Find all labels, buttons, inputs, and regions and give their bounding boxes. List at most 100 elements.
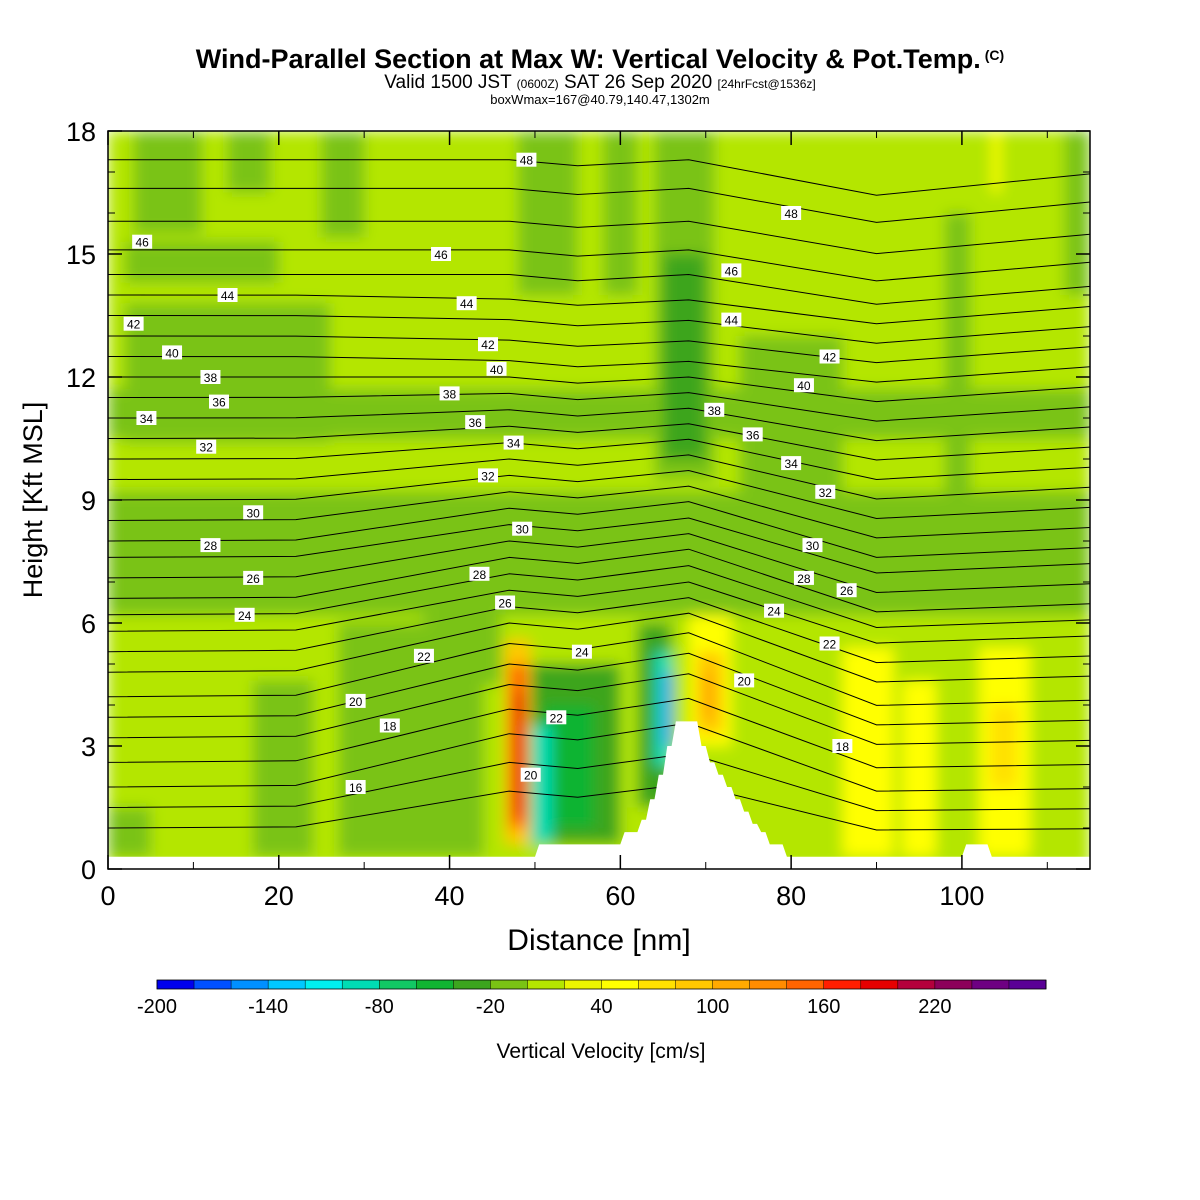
y-tick-label: 3 bbox=[81, 732, 96, 762]
contour-label-text: 24 bbox=[767, 605, 781, 619]
x-tick-label: 0 bbox=[100, 881, 115, 911]
contour-label: 44 bbox=[217, 288, 238, 303]
contour-label-text: 40 bbox=[797, 379, 811, 393]
contour-label: 48 bbox=[781, 206, 802, 221]
contour-label: 36 bbox=[742, 427, 763, 442]
contour-label: 32 bbox=[477, 468, 498, 483]
contour-label-text: 46 bbox=[434, 248, 448, 262]
valid-utc: (0600Z) bbox=[516, 77, 559, 91]
colorbar-swatch bbox=[675, 980, 714, 989]
contour-label-text: 42 bbox=[823, 351, 837, 365]
theta-contour bbox=[108, 407, 1090, 442]
theta-contour bbox=[108, 423, 1090, 461]
contour-label: 18 bbox=[832, 739, 853, 754]
contour-label: 20 bbox=[734, 673, 755, 688]
theta-contour bbox=[108, 697, 1090, 769]
colorbar-swatch bbox=[786, 980, 825, 989]
contour-label: 42 bbox=[477, 337, 498, 352]
theta-contour bbox=[108, 565, 1090, 629]
contour-label-text: 44 bbox=[460, 297, 474, 311]
contour-label-text: 46 bbox=[725, 264, 739, 278]
theta-contour bbox=[108, 652, 1090, 726]
contour-label-text: 40 bbox=[490, 363, 504, 377]
colorbar-swatch bbox=[305, 980, 343, 989]
contour-label-text: 36 bbox=[746, 428, 760, 442]
velocity-cell bbox=[663, 254, 706, 459]
contour-label-text: 34 bbox=[784, 457, 798, 471]
velocity-cell bbox=[663, 672, 672, 746]
y-tick-label: 18 bbox=[66, 117, 96, 147]
colorbar-swatch bbox=[231, 980, 269, 989]
velocity-cell bbox=[530, 725, 553, 845]
theta-contour bbox=[108, 533, 1090, 594]
theta-contour bbox=[108, 581, 1090, 644]
contour-label: 38 bbox=[704, 402, 725, 418]
velocity-cell bbox=[423, 614, 501, 685]
colorbar-swatch bbox=[564, 980, 602, 989]
colorbar-tick-label: -20 bbox=[476, 996, 505, 1018]
box-max-text: boxWmax=167@40.79,140.47,1302m bbox=[490, 92, 710, 107]
colorbar-swatch bbox=[1008, 980, 1047, 989]
colorbar-swatch bbox=[453, 980, 491, 989]
colorbar-tick-label: 160 bbox=[807, 996, 840, 1018]
contour-label: 46 bbox=[431, 247, 452, 262]
contour-label-text: 20 bbox=[524, 769, 538, 783]
contour-label-text: 20 bbox=[349, 695, 363, 709]
contour-label: 36 bbox=[209, 394, 230, 410]
theta-contour bbox=[108, 376, 1090, 403]
contour-labels: 16 18 18 20 20 20 22 22 22 24 24 24 26 26 26 28 28 28 30 30… bbox=[123, 152, 857, 795]
valid-prefix: Valid 1500 JST bbox=[384, 72, 512, 93]
contour-label-text: 24 bbox=[238, 609, 252, 623]
velocity-cell bbox=[125, 303, 331, 443]
vertical-velocity-field bbox=[108, 131, 1090, 869]
contour-label: 36 bbox=[465, 415, 486, 430]
x-axis-label: Distance [nm] bbox=[507, 924, 690, 957]
x-tick-label: 40 bbox=[435, 881, 465, 911]
colorbar-swatch bbox=[601, 980, 640, 989]
contour-label: 44 bbox=[721, 312, 742, 328]
contour-label: 30 bbox=[512, 521, 533, 537]
valid-time-line: Valid 1500 JST (0600Z) SAT 26 Sep 2020 [… bbox=[0, 72, 1200, 94]
contour-label: 42 bbox=[123, 316, 144, 332]
potential-temperature-contours bbox=[108, 159, 1090, 831]
copyright-mark: (C) bbox=[984, 47, 1005, 63]
contour-label-text: 26 bbox=[498, 597, 512, 611]
theta-contour bbox=[108, 501, 1090, 558]
x-tick-label: 60 bbox=[605, 881, 635, 911]
theta-contour bbox=[108, 273, 1090, 305]
theta-contour bbox=[108, 392, 1090, 422]
velocity-cell bbox=[902, 680, 937, 857]
colorbar-swatch bbox=[416, 980, 454, 989]
contour-label-text: 40 bbox=[165, 346, 179, 360]
colorbar-swatch bbox=[342, 980, 380, 989]
contour-label: 38 bbox=[439, 386, 460, 401]
contour-label: 34 bbox=[781, 456, 802, 471]
contour-label: 42 bbox=[819, 349, 840, 365]
theta-contour bbox=[108, 752, 1090, 812]
theta-contour bbox=[108, 438, 1090, 481]
contour-label-text: 46 bbox=[135, 236, 149, 250]
colorbar-swatch bbox=[638, 980, 677, 989]
colorbar-tick-label: -80 bbox=[365, 996, 394, 1018]
colorbar: -200 -140 -80 -20 40 100 160 220 bbox=[137, 979, 1047, 1018]
colorbar-swatch bbox=[823, 980, 862, 989]
colorbar-swatch bbox=[157, 980, 195, 989]
valid-date: SAT 26 Sep 2020 bbox=[563, 72, 713, 93]
contour-label-text: 38 bbox=[204, 371, 218, 385]
colorbar-tick-label: 220 bbox=[918, 996, 951, 1018]
contour-label-text: 36 bbox=[469, 416, 483, 430]
contour-label-text: 48 bbox=[784, 207, 798, 221]
contour-label-text: 28 bbox=[797, 572, 811, 586]
x-tick-label: 100 bbox=[939, 881, 984, 911]
colorbar-swatch bbox=[749, 980, 788, 989]
theta-contour bbox=[108, 612, 1090, 683]
velocity-cell bbox=[253, 680, 313, 857]
contour-label-text: 42 bbox=[481, 338, 495, 352]
contour-label: 16 bbox=[345, 780, 366, 795]
contour-label: 20 bbox=[345, 693, 366, 709]
theta-contour bbox=[108, 159, 1090, 196]
contour-label: 28 bbox=[793, 570, 814, 586]
colorbar-swatch bbox=[490, 980, 528, 989]
